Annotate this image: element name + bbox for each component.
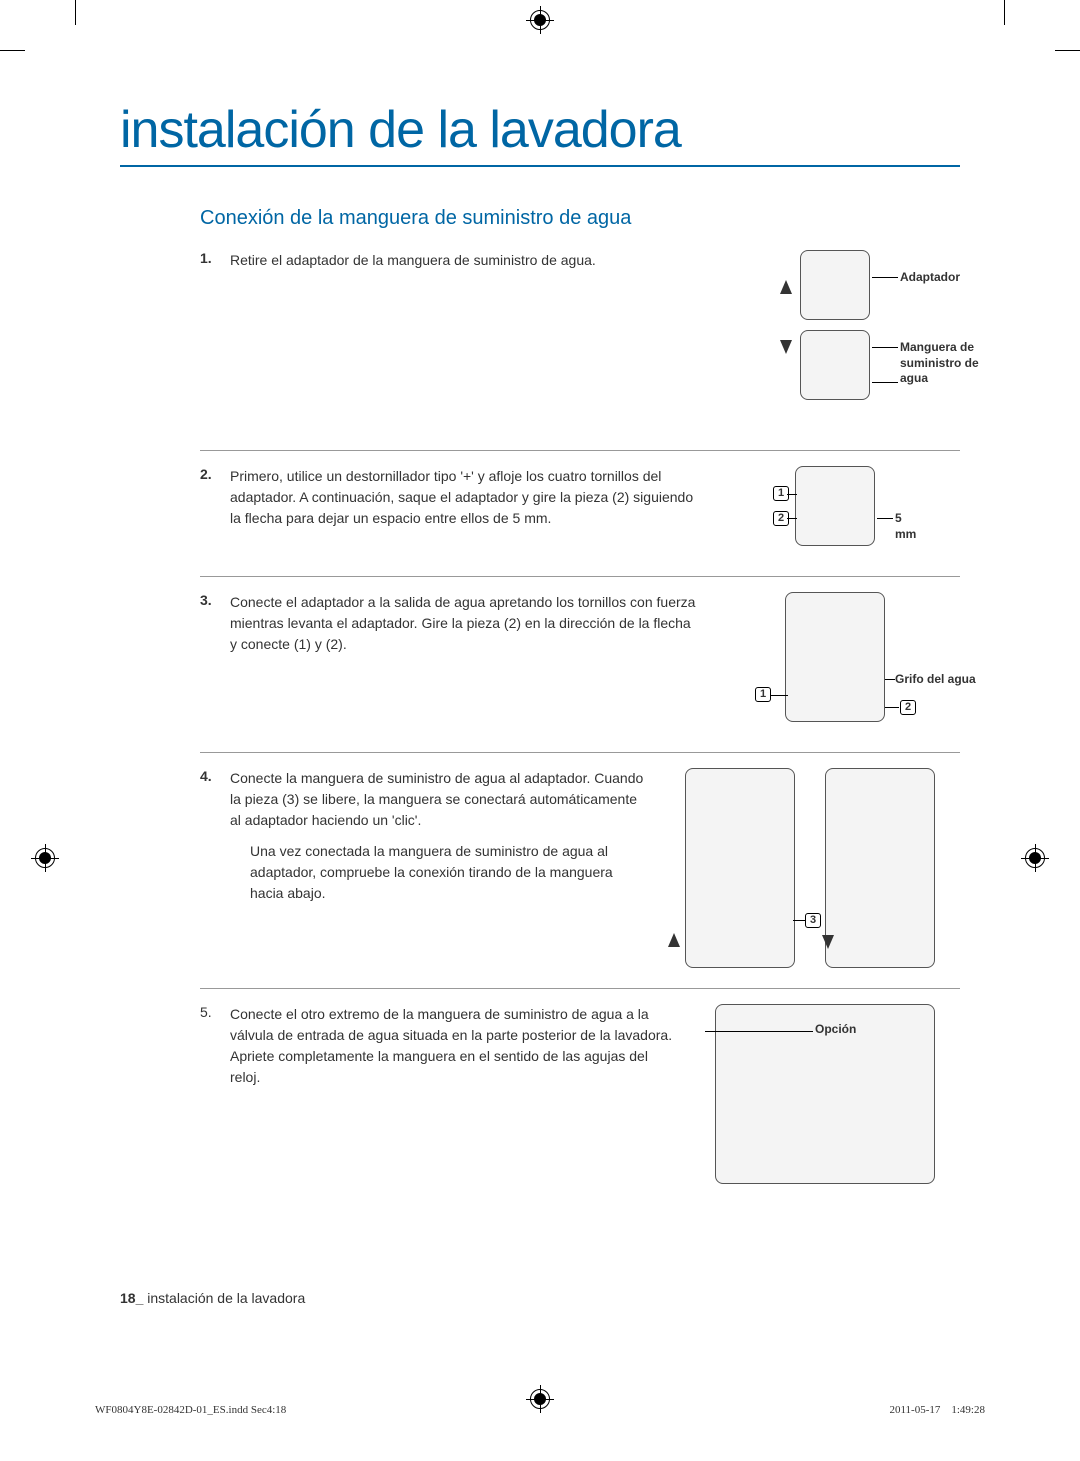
crop-mark — [0, 50, 25, 51]
figure-label-gap: 5 mm — [895, 511, 916, 542]
step-main-text: Conecte la manguera de suministro de agu… — [230, 770, 643, 828]
step-number: 2. — [200, 466, 220, 556]
figure-label-adapter: Adaptador — [900, 270, 980, 286]
hose-connect-illustration — [685, 768, 795, 968]
print-date: 2011-05-17 — [889, 1404, 940, 1416]
step-figure: Adaptador Manguera de suministro de agua — [710, 250, 960, 430]
arrow-up-icon — [780, 280, 792, 294]
footer-section: instalación de la lavadora — [147, 1290, 305, 1306]
instruction-step: 5. Conecte el otro extremo de la manguer… — [200, 1004, 960, 1204]
callout-2: 2 — [900, 700, 916, 715]
step-number: 1. — [200, 250, 220, 430]
registration-mark-icon — [530, 10, 550, 30]
callout-1: 1 — [755, 687, 771, 702]
hose-pull-illustration — [825, 768, 935, 968]
crop-mark — [1055, 50, 1080, 51]
crop-mark — [75, 0, 76, 25]
adapter-illustration — [800, 250, 870, 320]
step-text: Conecte el otro extremo de la manguera d… — [230, 1004, 680, 1184]
instruction-step: 1. Retire el adaptador de la manguera de… — [200, 250, 960, 451]
figure-label-option: Opción — [815, 1022, 856, 1038]
adapter-screws-illustration — [795, 466, 875, 546]
step-text: Conecte el adaptador a la salida de agua… — [230, 592, 700, 732]
step-figure: 1 2 5 mm — [710, 466, 960, 556]
arrow-down-icon — [822, 935, 834, 949]
tap-connection-illustration — [785, 592, 885, 722]
arrow-up-icon — [668, 933, 680, 947]
registration-mark-icon — [530, 1389, 550, 1409]
step-note: Una vez conectada la manguera de suminis… — [250, 841, 650, 904]
page-number: 18_ — [120, 1290, 143, 1306]
print-file-info: WF0804Y8E-02842D-01_ES.indd Sec4:18 — [95, 1404, 286, 1416]
instruction-step: 2. Primero, utilice un destornillador ti… — [200, 466, 960, 577]
step-number: 4. — [200, 768, 220, 968]
step-text: Retire el adaptador de la manguera de su… — [230, 250, 700, 430]
print-time: 1:49:28 — [951, 1404, 985, 1416]
section-subtitle: Conexión de la manguera de suministro de… — [200, 207, 960, 230]
step-figure: Opción — [690, 1004, 960, 1184]
figure-label-hose: Manguera de suministro de agua — [900, 340, 1010, 387]
hose-illustration — [800, 330, 870, 400]
registration-mark-icon — [35, 848, 55, 868]
step-text: Conecte la manguera de suministro de agu… — [230, 768, 650, 968]
page-title: instalación de la lavadora — [120, 100, 960, 167]
step-number: 3. — [200, 592, 220, 732]
page-footer: 18_ instalación de la lavadora — [120, 1290, 305, 1306]
step-number: 5. — [200, 1004, 220, 1184]
step-text: Primero, utilice un destornillador tipo … — [230, 466, 700, 556]
figure-label-tap: Grifo del agua — [895, 672, 995, 688]
callout-3: 3 — [805, 913, 821, 928]
print-date-info: 2011-05-17 1:49:28 — [889, 1404, 985, 1416]
arrow-down-icon — [780, 340, 792, 354]
crop-mark — [1004, 0, 1005, 25]
instruction-step: 3. Conecte el adaptador a la salida de a… — [200, 592, 960, 753]
step-figure: Grifo del agua 1 2 — [710, 592, 960, 732]
instruction-step: 4. Conecte la manguera de suministro de … — [200, 768, 960, 989]
step-figure: 3 — [660, 768, 960, 968]
registration-mark-icon — [1025, 848, 1045, 868]
